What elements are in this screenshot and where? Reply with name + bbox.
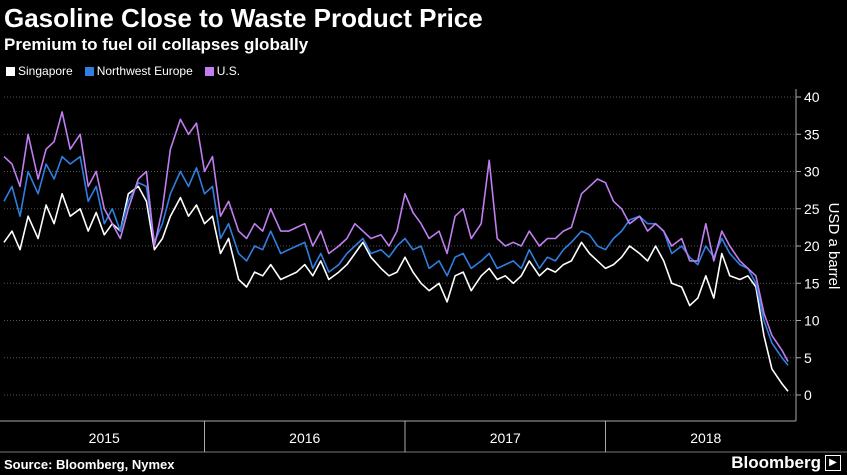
legend-label: U.S.	[216, 64, 241, 78]
legend-swatch	[84, 66, 94, 76]
y-tick-label: 35	[804, 126, 820, 142]
series-line-singapore	[3, 185, 789, 392]
y-tick-label: 40	[804, 89, 820, 105]
legend-swatch	[6, 66, 15, 76]
series-line-u-s	[3, 111, 789, 362]
y-tick-label: 30	[804, 164, 820, 180]
brand-logo: Bloomberg ▶	[731, 453, 841, 473]
y-tick-label: 20	[804, 238, 820, 254]
x-tick-label: 2018	[690, 430, 721, 446]
legend: Singapore Northwest Europe U.S.	[6, 64, 240, 78]
source-note: Source: Bloomberg, Nymex	[4, 457, 175, 472]
legend-label: Singapore	[18, 64, 73, 78]
y-tick-label: 10	[804, 313, 820, 329]
brand-name: Bloomberg	[731, 453, 821, 472]
legend-item: Northwest Europe	[84, 64, 193, 78]
legend-item: Singapore	[6, 64, 73, 78]
legend-label: Northwest Europe	[96, 64, 193, 78]
x-tick-label: 2015	[89, 430, 120, 446]
series-line-northwest-europe	[3, 155, 789, 366]
y-tick-label: 25	[804, 201, 820, 217]
y-axis-label: USD a barrel	[825, 203, 842, 290]
x-tick-label: 2016	[289, 430, 320, 446]
chart-title: Gasoline Close to Waste Product Price	[4, 3, 483, 33]
legend-swatch	[204, 66, 214, 76]
chart-subtitle: Premium to fuel oil collapses globally	[4, 35, 309, 54]
y-tick-label: 15	[804, 275, 820, 291]
y-tick-label: 5	[804, 350, 812, 366]
legend-item: U.S.	[204, 64, 241, 78]
y-tick-label: 0	[804, 387, 812, 403]
bloomberg-play-icon: ▶	[825, 455, 841, 471]
x-tick-label: 2017	[490, 430, 521, 446]
